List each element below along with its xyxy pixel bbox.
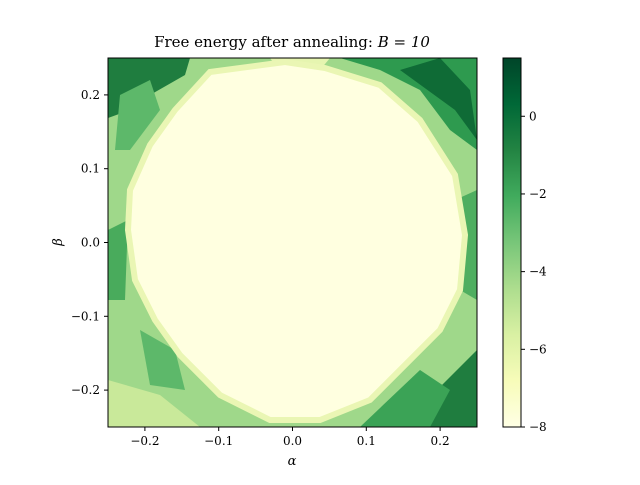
heatmap-region-top-right-2 [400, 58, 477, 140]
y-tick-label: 0.1 [81, 162, 100, 176]
y-tick-label: 0.2 [81, 88, 100, 102]
x-axis-ticks: −0.2 −0.1 0.0 0.1 0.2 [130, 427, 450, 448]
colorbar [502, 57, 522, 428]
heatmap-region-left [108, 220, 128, 300]
heatmap-region-bottom-left [108, 380, 200, 427]
heatmap-region-top-left-2 [115, 80, 160, 150]
y-tick-label: 0.0 [81, 236, 100, 250]
colorbar-tick-label: −8 [529, 420, 547, 434]
x-axis-label: α [288, 454, 297, 469]
heatmap-region-bottom-left-2 [140, 330, 185, 390]
colorbar-tick-label: −2 [529, 187, 547, 201]
colorbar-tick-label: −6 [529, 342, 547, 356]
x-tick-label: 0.2 [431, 434, 450, 448]
x-tick-label: −0.1 [204, 434, 233, 448]
x-tick-label: −0.2 [130, 434, 159, 448]
colorbar-ticks: 0 −2 −4 −6 −8 [521, 109, 547, 434]
y-tick-label: −0.2 [71, 383, 100, 397]
heatmap-center-halo [124, 58, 469, 423]
x-tick-label: 0.0 [283, 434, 302, 448]
x-tick-label: 0.1 [357, 434, 376, 448]
y-axis-label: β [51, 238, 66, 247]
y-tick-label: −0.1 [71, 309, 100, 323]
heatmap-center-disk [128, 62, 465, 420]
chart-title: Free energy after annealing: B = 10 [154, 33, 430, 51]
colorbar-tick-label: −4 [529, 265, 547, 279]
y-axis-ticks: −0.2 −0.1 0.0 0.1 0.2 [71, 88, 108, 397]
colorbar-tick-label: 0 [529, 109, 537, 123]
heatmap-region-bottom-right-2 [360, 370, 450, 427]
heatmap [108, 58, 477, 427]
